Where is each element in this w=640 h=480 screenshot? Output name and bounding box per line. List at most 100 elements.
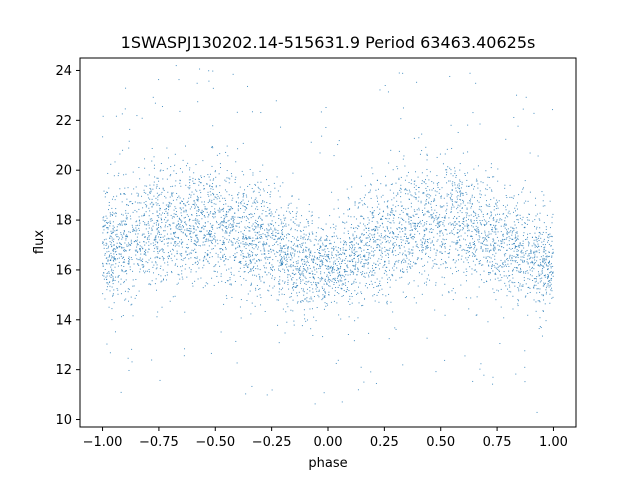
data-point (360, 215, 362, 217)
data-point (533, 278, 535, 280)
data-point (546, 291, 547, 293)
data-point (150, 233, 152, 235)
data-point (176, 283, 178, 285)
data-point (363, 244, 365, 246)
data-point (349, 255, 351, 257)
data-point (456, 240, 458, 242)
data-point (404, 254, 406, 256)
data-point (464, 232, 466, 234)
data-point (433, 198, 435, 200)
data-point (179, 110, 181, 112)
data-point (345, 274, 347, 276)
data-point (263, 243, 265, 245)
data-point (255, 287, 257, 289)
data-point (445, 229, 447, 231)
data-point (124, 193, 126, 195)
data-point (423, 234, 425, 236)
data-point (444, 314, 446, 316)
data-point (104, 254, 106, 256)
data-point (429, 189, 431, 191)
data-point (545, 265, 547, 267)
data-point (333, 271, 335, 273)
data-point (328, 257, 330, 259)
data-point (325, 245, 327, 247)
data-point (126, 223, 128, 225)
data-point (448, 256, 450, 258)
data-point (511, 248, 513, 249)
data-point (520, 259, 522, 261)
data-point (209, 236, 211, 238)
data-point (364, 203, 366, 205)
data-point (426, 238, 428, 240)
data-point (368, 192, 370, 194)
data-point (261, 237, 263, 239)
data-point (535, 237, 537, 239)
data-point (162, 269, 164, 271)
data-point (273, 279, 275, 281)
data-point (488, 203, 490, 205)
data-point (528, 213, 530, 215)
data-point (456, 218, 458, 220)
data-point (119, 224, 121, 226)
data-point (487, 234, 489, 236)
data-point (475, 249, 477, 251)
data-point (440, 246, 442, 248)
data-point (344, 241, 346, 243)
data-point (138, 208, 140, 210)
data-point (255, 234, 257, 236)
data-point (423, 214, 425, 216)
data-point (150, 191, 152, 193)
data-point (508, 240, 510, 242)
data-point (281, 230, 283, 231)
data-point (249, 236, 251, 238)
data-point (535, 239, 537, 241)
data-point (424, 229, 426, 231)
data-point (163, 230, 165, 232)
data-point (505, 229, 507, 231)
data-point (527, 200, 529, 202)
data-point (523, 254, 525, 256)
data-point (550, 245, 552, 247)
data-point (210, 201, 212, 203)
data-point (529, 213, 531, 215)
data-point (114, 248, 116, 250)
data-point (261, 227, 263, 229)
data-point (357, 207, 359, 209)
data-point (484, 237, 486, 239)
data-point (542, 310, 544, 312)
data-point (171, 253, 173, 255)
data-point (482, 249, 484, 251)
data-point (369, 270, 371, 272)
data-point (212, 248, 214, 250)
data-point (418, 209, 420, 211)
data-point (237, 194, 239, 196)
data-point (224, 226, 226, 228)
data-point (359, 198, 361, 200)
data-point (318, 296, 320, 298)
data-point (536, 251, 538, 253)
data-point (143, 253, 145, 255)
data-point (431, 181, 433, 183)
data-point (455, 176, 457, 178)
data-point (535, 228, 537, 230)
data-point (335, 246, 337, 248)
data-point (527, 236, 529, 238)
data-point (304, 298, 306, 300)
data-point (123, 223, 125, 225)
data-point (331, 268, 333, 270)
data-point (388, 260, 390, 262)
data-point (400, 217, 402, 219)
data-point (180, 219, 182, 221)
data-point (215, 239, 217, 241)
data-point (113, 289, 115, 291)
data-point (271, 213, 273, 215)
data-point (309, 255, 311, 257)
data-point (279, 270, 281, 272)
data-point (229, 208, 231, 210)
data-point (326, 238, 328, 240)
data-point (144, 214, 146, 216)
data-point (286, 321, 288, 323)
data-point (467, 224, 469, 226)
data-point (459, 229, 461, 231)
data-point (178, 218, 180, 220)
